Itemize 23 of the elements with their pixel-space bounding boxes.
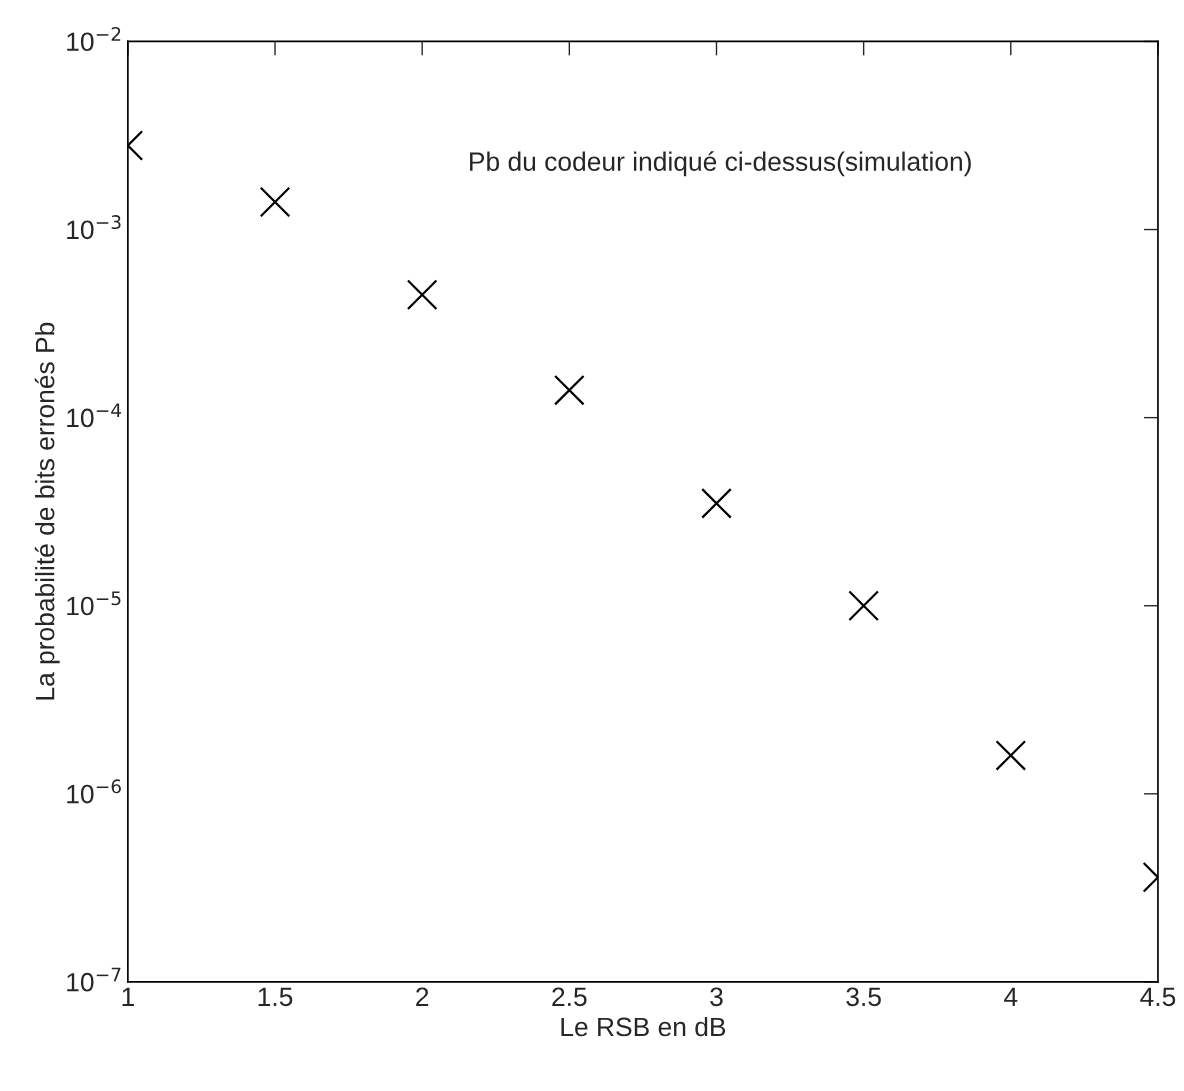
x-tick-label: 4.5	[1140, 987, 1176, 1007]
point	[259, 186, 291, 218]
x-tick-label: 1	[122, 987, 134, 1006]
y-tick-label: 10$^{−3}$	[67, 215, 121, 240]
point	[995, 740, 1027, 771]
annotation: Pb du codeur indiqué ci-dessus(simulation)	[470, 151, 971, 177]
point	[701, 488, 732, 519]
y-tick-label: 10$^{−2}$	[67, 27, 121, 52]
y-tick-label: 10$^{−6}$	[67, 779, 121, 804]
x-tick-label: 3	[710, 987, 723, 1007]
point	[406, 279, 438, 311]
x-axis-title: Le RSB en dB	[561, 1016, 726, 1037]
y-tick-label: 10$^{−4}$	[67, 403, 122, 428]
point	[553, 374, 585, 406]
x-tick-label: 4	[1004, 987, 1018, 1006]
x-tick-label: 2.5	[552, 987, 587, 1007]
x-tick-label: 1.5	[258, 987, 293, 1007]
y-axis-title: La probabilité de bits erronés Pb	[34, 322, 60, 700]
x-tick-label: 3.5	[846, 987, 881, 1007]
y-tick-label: 10$^{−7}$	[67, 967, 121, 992]
y-tick-label: 10$^{−5}$	[67, 591, 121, 616]
point	[848, 590, 879, 622]
x-tick-label: 2	[416, 987, 429, 1006]
